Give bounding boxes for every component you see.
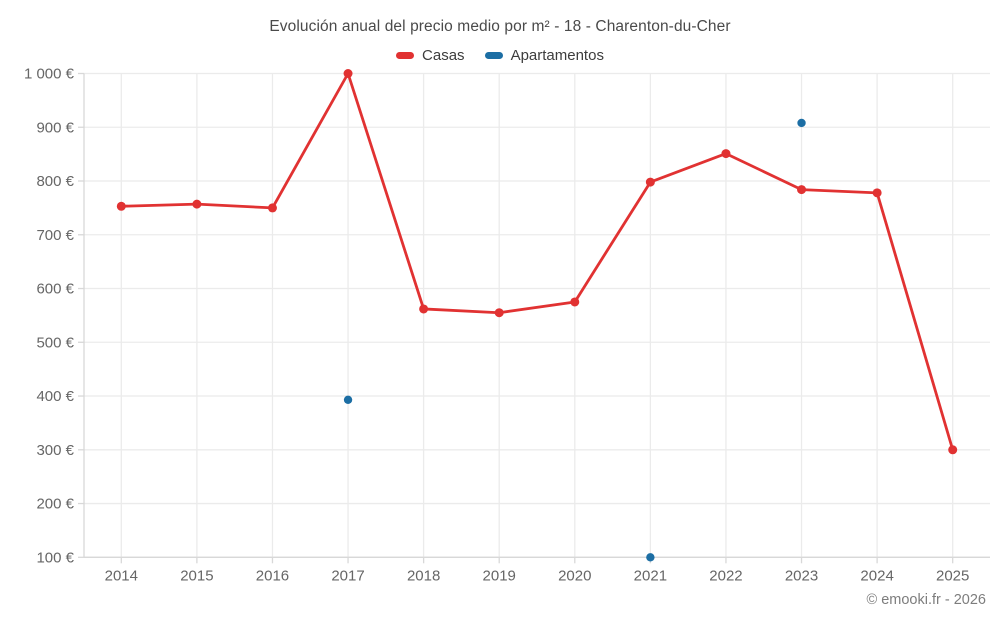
casas-point-2015[interactable]: [192, 199, 202, 209]
x-axis-label: 2015: [180, 567, 213, 584]
y-axis-label: 200 €: [36, 496, 74, 513]
legend-label-apartamentos: Apartamentos: [510, 46, 604, 64]
y-axis-label: 300 €: [36, 442, 74, 459]
legend-item-casas[interactable]: Casas: [396, 47, 465, 64]
x-axis-label: 2014: [105, 567, 138, 584]
casas-line: [119, 72, 955, 452]
casas-point-2021[interactable]: [645, 177, 655, 187]
apartamentos-legend-swatch-icon: [484, 51, 503, 59]
casas-point-2019[interactable]: [494, 308, 504, 318]
x-axis-label: 2024: [860, 567, 893, 584]
x-axis-label: 2025: [936, 567, 969, 584]
casas-point-2018[interactable]: [419, 304, 429, 314]
casas-point-2025[interactable]: [948, 445, 958, 455]
casas-point-2016[interactable]: [267, 203, 277, 213]
y-axis-label: 400 €: [36, 388, 74, 405]
x-axis-label: 2017: [331, 567, 364, 584]
y-axis-label: 700 €: [36, 227, 74, 244]
y-axis-label: 100 €: [36, 549, 74, 566]
apartamentos-point-2021[interactable]: [646, 553, 655, 562]
y-axis-label: 500 €: [36, 334, 74, 351]
chart-title: Evolución anual del precio medio por m² …: [269, 18, 731, 35]
casas-point-2023[interactable]: [797, 185, 807, 195]
apartamentos-point-2017[interactable]: [343, 395, 353, 404]
casas-point-2020[interactable]: [570, 297, 580, 307]
chart-legend: Casas Apartamentos: [0, 45, 1000, 65]
y-axis-label: 800 €: [36, 173, 74, 190]
casas-point-2014[interactable]: [116, 201, 126, 211]
casas-legend-swatch-icon: [396, 51, 415, 59]
casas-point-2017[interactable]: [343, 69, 353, 78]
y-axis-label: 900 €: [36, 119, 74, 136]
casas-point-2022[interactable]: [721, 149, 731, 159]
legend-item-apartamentos[interactable]: Apartamentos: [484, 46, 604, 64]
x-axis-label: 2018: [407, 567, 440, 584]
legend-label-casas: Casas: [422, 46, 465, 64]
x-axis-label: 2020: [558, 567, 591, 584]
x-axis-label: 2019: [483, 567, 516, 584]
x-axis-label: 2022: [709, 567, 742, 584]
y-axis-label: 1 000 €: [24, 66, 75, 83]
x-axis-label: 2016: [256, 567, 289, 584]
casas-point-2024[interactable]: [872, 188, 882, 198]
x-axis-label: 2021: [634, 567, 667, 584]
y-axis-label: 600 €: [36, 281, 74, 298]
x-axis-label: 2023: [785, 567, 818, 584]
apartamentos-point-2023[interactable]: [797, 118, 806, 128]
copyright-text: © emooki.fr - 2026: [866, 592, 986, 608]
